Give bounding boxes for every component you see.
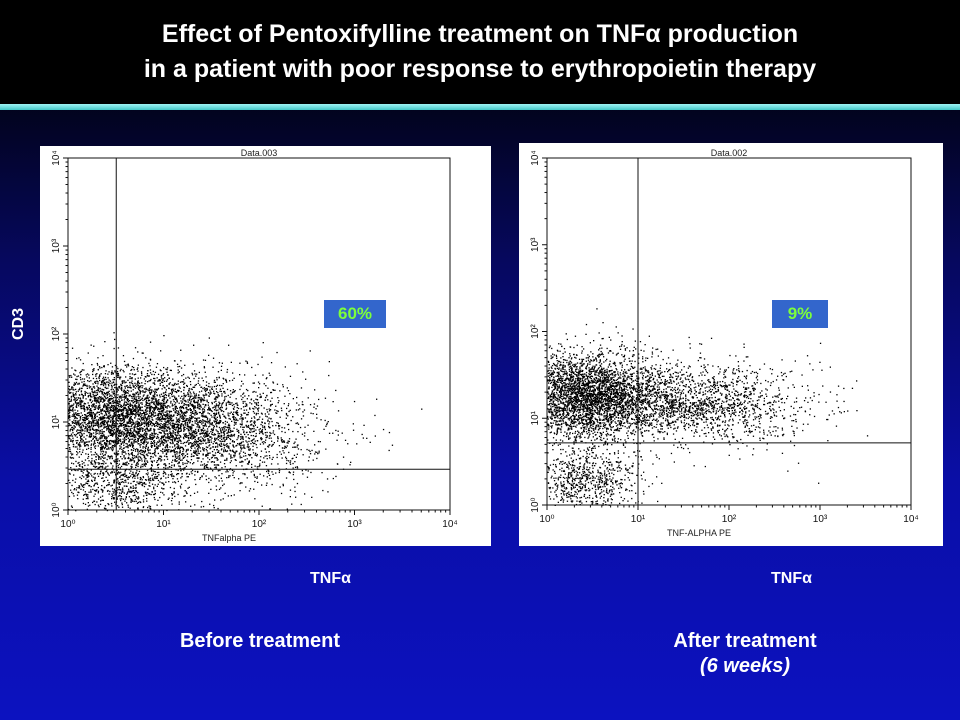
y-tick-label: 10³ — [51, 238, 62, 253]
slide-title-line-1: Effect of Pentoxifylline treatment on TN… — [161, 20, 799, 48]
caption-after: After treatment (6 weeks) — [615, 630, 875, 678]
x-axis-label-after: TNFα — [771, 570, 812, 587]
y-tick-label: 10² — [51, 326, 62, 341]
y-tick-label: 10¹ — [530, 410, 541, 425]
scatter-plot-before: Data.003 10⁰ 10⁰ 10¹ 10¹ 10² 10² 10³ 10³ 10⁴ 10⁴ TN… — [51, 148, 458, 543]
plot-header: Data.002 — [711, 148, 748, 158]
percent-badge-after: 9% — [772, 300, 828, 328]
caption-before-text: Before treatment — [179, 630, 341, 652]
scatter-panel-before: Data.003 10⁰ 10⁰ 10¹ 10¹ 10² 10² 10³ 10³ 10⁴ 10⁴ TN… — [40, 146, 491, 546]
y-axis-label: CD3 — [10, 307, 27, 340]
y-tick-label: 10⁰ — [51, 502, 62, 517]
scatter-panel-after: Data.002 10⁰ 10⁰ 10¹ 10¹ 10² 10² 10³ 10³ 10⁴ 10⁴ TN… — [519, 143, 943, 546]
event-dots — [68, 332, 423, 512]
x-tick-label: 10³ — [813, 514, 828, 525]
y-tick-label: 10⁴ — [51, 150, 62, 165]
slide-title-line-2: in a patient with poor response to eryth… — [143, 55, 817, 83]
y-tick-label: 10⁰ — [530, 497, 541, 512]
y-tick-label: 10¹ — [51, 414, 62, 429]
plot-header: Data.003 — [241, 148, 278, 158]
title-bar: Effect of Pentoxifylline treatment on TN… — [0, 0, 960, 104]
event-dots — [547, 308, 869, 506]
x-axis-title: TNFalpha PE — [202, 533, 256, 543]
y-tick-label: 10² — [530, 324, 541, 339]
x-tick-label: 10¹ — [631, 514, 646, 525]
x-tick-label: 10⁴ — [442, 519, 457, 530]
x-axis-title: TNF-ALPHA PE — [667, 528, 731, 538]
x-tick-label: 10⁰ — [539, 514, 554, 525]
title-divider — [0, 104, 960, 110]
caption-after-subtext: (6 weeks) — [699, 655, 791, 677]
caption-before: Before treatment — [130, 630, 390, 653]
percent-badge-before: 60% — [324, 300, 386, 328]
x-tick-label: 10² — [722, 514, 737, 525]
x-tick-label: 10³ — [347, 519, 362, 530]
plot-frame — [67, 157, 451, 511]
plot-frame — [546, 157, 912, 506]
x-tick-label: 10⁴ — [903, 514, 918, 525]
x-axis-label-before: TNFα — [310, 570, 351, 587]
x-tick-label: 10⁰ — [60, 519, 75, 530]
x-tick-label: 10¹ — [156, 519, 171, 530]
scatter-plot-after: Data.002 10⁰ 10⁰ 10¹ 10¹ 10² 10² 10³ 10³ 10⁴ 10⁴ TN… — [530, 148, 919, 538]
x-tick-label: 10² — [252, 519, 267, 530]
y-tick-label: 10⁴ — [530, 150, 541, 165]
caption-after-text: After treatment — [673, 630, 817, 652]
y-tick-label: 10³ — [530, 237, 541, 252]
